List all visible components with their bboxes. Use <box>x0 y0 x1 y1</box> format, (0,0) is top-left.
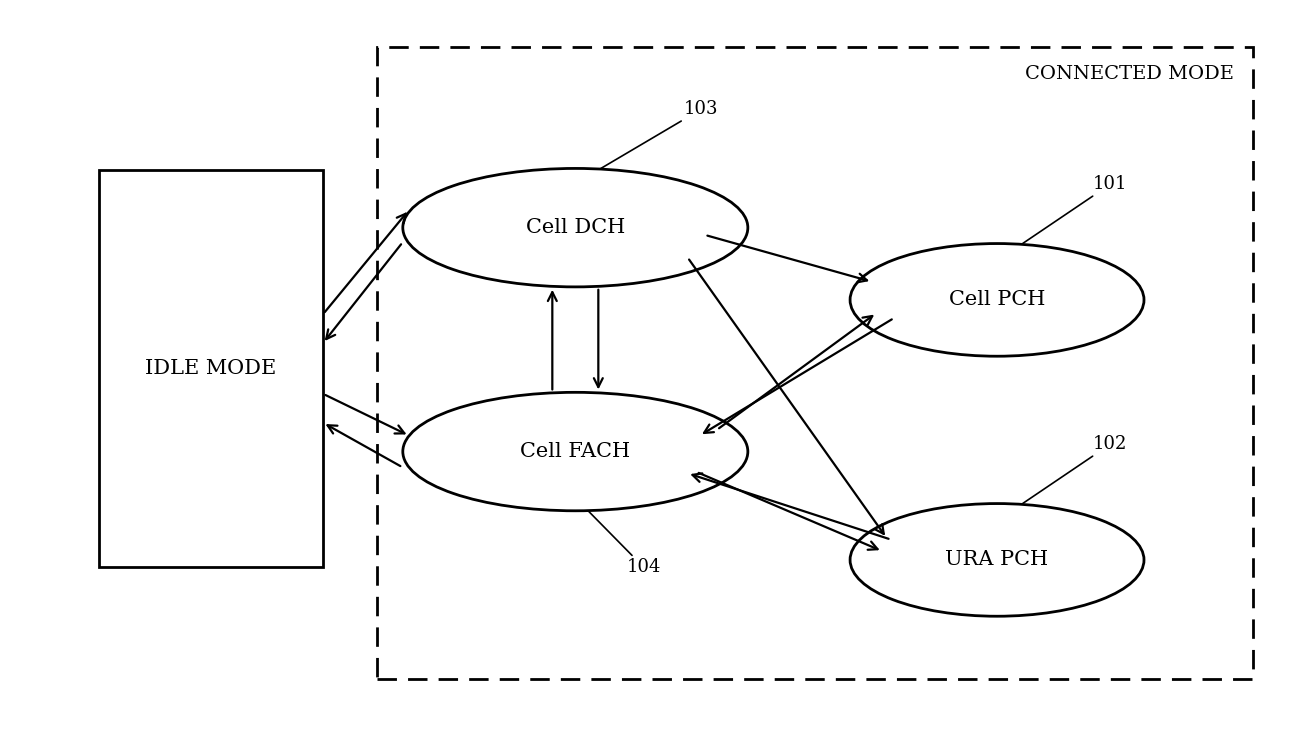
Ellipse shape <box>850 243 1144 356</box>
Text: URA PCH: URA PCH <box>945 551 1048 570</box>
Text: Cell DCH: Cell DCH <box>526 218 625 237</box>
Text: 102: 102 <box>1022 436 1127 503</box>
Text: CONNECTED MODE: CONNECTED MODE <box>1025 65 1234 83</box>
FancyBboxPatch shape <box>377 47 1253 679</box>
Ellipse shape <box>403 169 748 287</box>
FancyBboxPatch shape <box>99 170 323 567</box>
Text: Cell FACH: Cell FACH <box>520 442 630 461</box>
Text: 104: 104 <box>588 511 661 576</box>
Text: IDLE MODE: IDLE MODE <box>146 359 276 378</box>
Ellipse shape <box>403 392 748 511</box>
Text: 101: 101 <box>1022 175 1128 243</box>
Text: Cell PCH: Cell PCH <box>949 290 1046 310</box>
Text: 103: 103 <box>601 100 719 169</box>
Ellipse shape <box>850 503 1144 616</box>
